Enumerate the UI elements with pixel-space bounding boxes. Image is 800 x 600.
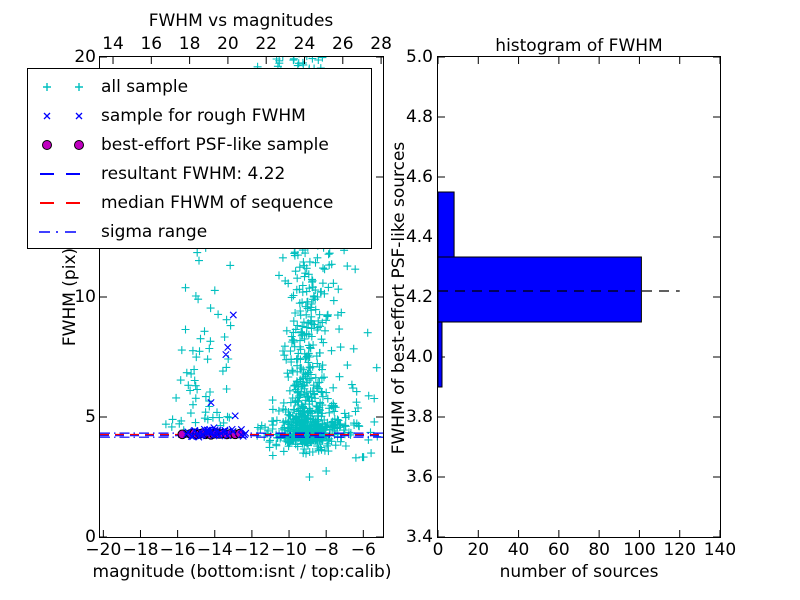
legend-marker-circle-icon (34, 134, 94, 156)
legend-item-3: resultant FWHM: 4.22 (28, 159, 371, 188)
tick-label: 22 (255, 34, 278, 54)
tick-label: 5 (85, 407, 96, 427)
tick-label: −14 (196, 540, 233, 560)
tick-label: 4.6 (405, 167, 433, 187)
tick-label: 4.4 (405, 227, 433, 247)
legend-marker-dashdot-icon (34, 221, 94, 243)
tick-label: 5.0 (405, 47, 433, 67)
scatter-title: FWHM vs magnitudes (148, 11, 334, 31)
tick-label: 0 (432, 540, 444, 560)
legend-item-0: all sample (28, 72, 371, 101)
tick-label: 3.8 (405, 407, 433, 427)
tick-label: 26 (331, 34, 354, 54)
legend-item-4: median FHWM of sequence (28, 188, 371, 217)
legend-item-2: best-effort PSF-like sample (28, 130, 371, 159)
tick-label: 14 (102, 34, 124, 54)
tick-label: 40 (507, 540, 530, 560)
scatter-x-axis-label: magnitude (bottom:isnt / top:calib) (92, 562, 392, 582)
tick-label: 3.6 (405, 467, 433, 487)
legend-item-label: sample for rough FWHM (101, 105, 306, 126)
tick-label: 24 (293, 34, 316, 54)
histogram-canvas (438, 57, 720, 537)
legend-marker-dashed-icon (34, 163, 94, 185)
legend-marker-cross-icon (34, 105, 94, 127)
tick-label: 4.2 (405, 287, 433, 307)
tick-label: −6 (350, 540, 376, 560)
legend-item-1: sample for rough FWHM (28, 101, 371, 130)
scatter-canvas (100, 57, 383, 537)
tick-label: 140 (703, 540, 737, 560)
tick-label: 10 (74, 287, 96, 307)
histogram-bar (438, 321, 443, 388)
tick-label: 28 (370, 34, 392, 54)
rough-fwhm-points (183, 311, 250, 441)
tick-label: 120 (663, 540, 696, 560)
tick-label: 20 (74, 47, 96, 67)
tick-label: 60 (548, 540, 570, 560)
legend-item-label: all sample (101, 76, 189, 97)
tick-label: −20 (85, 540, 122, 560)
tick-label: 80 (588, 540, 610, 560)
legend-item-5: sigma range (28, 217, 371, 246)
legend-marker-plus-icon (34, 76, 94, 98)
legend-item-label: best-effort PSF-like sample (101, 134, 329, 155)
tick-label: 4.0 (405, 347, 433, 367)
legend: all sample sample for rough FWHM best-effo… (27, 68, 372, 249)
tick-label: 20 (467, 540, 490, 560)
tick-label: 4.8 (405, 107, 433, 127)
histogram-bar (438, 256, 642, 323)
tick-label: 0 (85, 527, 96, 547)
tick-label: −10 (271, 540, 307, 560)
legend-marker-dashed-icon (34, 192, 94, 214)
tick-label: −18 (122, 540, 159, 560)
legend-item-label: sigma range (101, 221, 208, 242)
histogram-title: histogram of FWHM (495, 36, 663, 56)
legend-item-label: median FHWM of sequence (101, 192, 334, 213)
tick-label: 100 (623, 540, 656, 560)
tick-label: −8 (313, 540, 339, 560)
tick-label: 16 (140, 34, 163, 54)
tick-label: −16 (159, 540, 196, 560)
histogram-x-axis-label: number of sources (499, 562, 659, 582)
tick-label: 3.4 (405, 527, 433, 547)
tick-label: −12 (233, 540, 270, 560)
histogram-plot-area (437, 56, 721, 538)
legend-item-label: resultant FWHM: 4.22 (101, 163, 286, 184)
histogram-bar (438, 191, 455, 258)
tick-label: 18 (178, 34, 201, 54)
tick-label: 20 (217, 34, 239, 54)
